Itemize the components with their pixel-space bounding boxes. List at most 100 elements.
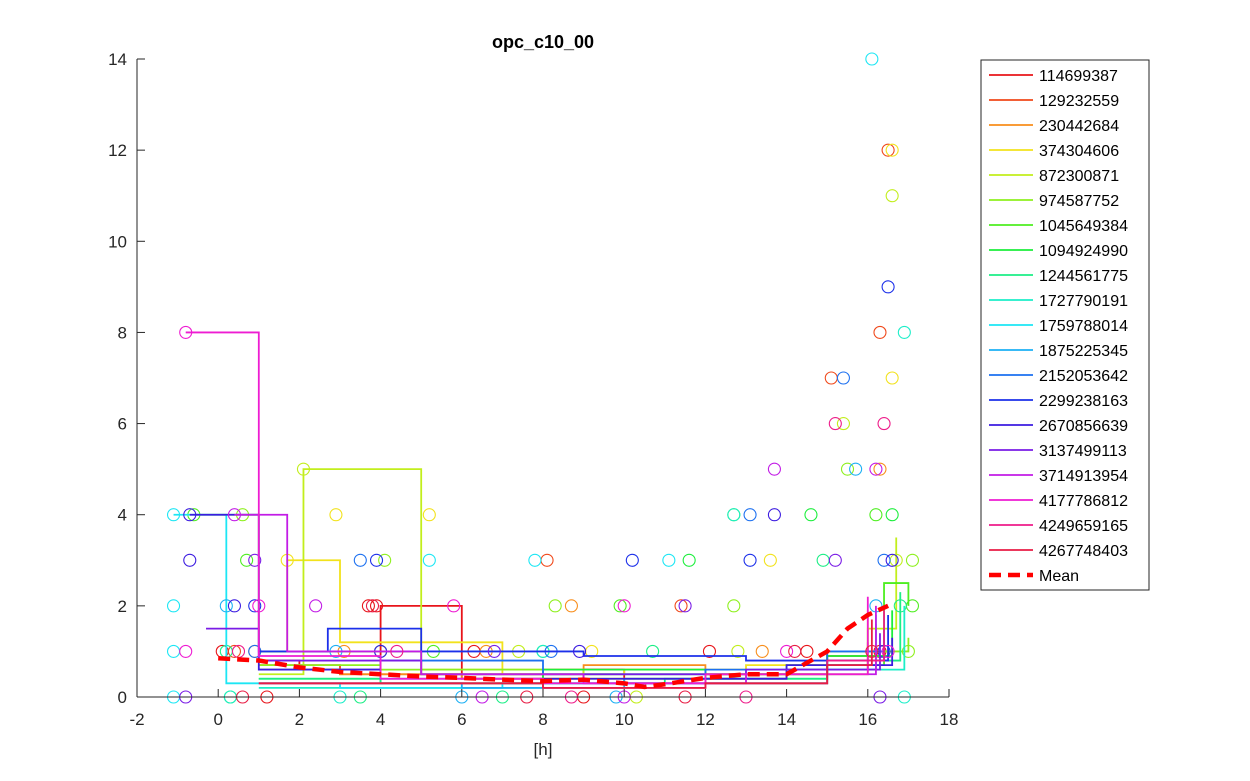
- series-374304606: [258, 143, 899, 676]
- y-tick-label: 14: [108, 50, 127, 69]
- data-point: [179, 325, 193, 339]
- data-point: [227, 508, 241, 522]
- data-point: [836, 371, 850, 385]
- series-line: [258, 610, 885, 689]
- data-point: [901, 644, 915, 658]
- legend-label: 230442684: [1039, 118, 1119, 135]
- data-point: [369, 553, 384, 567]
- y-tick-label: 0: [118, 688, 127, 707]
- legend-label: 2299238163: [1039, 393, 1128, 410]
- data-point: [828, 417, 842, 431]
- x-tick-label: 16: [858, 710, 877, 729]
- series-129232559: [227, 143, 895, 680]
- series-line: [258, 619, 873, 689]
- data-point: [767, 508, 781, 522]
- data-point: [804, 508, 818, 522]
- legend-label: 1244561775: [1039, 268, 1128, 285]
- data-point: [877, 417, 891, 431]
- legend-label: 1875225345: [1039, 343, 1128, 360]
- legend-entry: 1094924990: [989, 243, 1128, 260]
- x-axis-label: [h]: [534, 740, 553, 759]
- series-line: [258, 605, 906, 689]
- data-point: [528, 553, 542, 567]
- legend-entry: 4249659165: [989, 518, 1128, 535]
- data-point: [763, 553, 777, 567]
- data-point: [183, 508, 197, 522]
- data-point: [248, 553, 262, 567]
- series-layer: [166, 52, 920, 704]
- data-point: [365, 599, 380, 613]
- data-point: [767, 462, 781, 476]
- legend-label: 1045649384: [1039, 218, 1128, 235]
- chart-title: opc_c10_00: [492, 32, 594, 52]
- series-line: [258, 559, 869, 676]
- data-point: [873, 462, 887, 476]
- data-point: [248, 599, 262, 613]
- data-point: [881, 644, 895, 658]
- data-point: [727, 599, 741, 613]
- legend-entry: 872300871: [989, 168, 1119, 185]
- data-point: [727, 508, 741, 522]
- data-point: [869, 508, 883, 522]
- y-tick-label: 2: [118, 597, 127, 616]
- data-point: [885, 553, 899, 567]
- legend-entry: 1875225345: [989, 343, 1128, 360]
- data-point: [487, 644, 501, 658]
- data-point: [240, 553, 254, 567]
- data-point: [881, 143, 895, 157]
- data-point: [877, 553, 891, 567]
- data-point: [702, 644, 717, 658]
- x-tick-label: 4: [376, 710, 385, 729]
- legend-entry: 3714913954: [989, 468, 1128, 485]
- data-point: [885, 371, 899, 385]
- data-point: [893, 599, 907, 613]
- y-tick-label: 10: [108, 232, 127, 251]
- legend-label: 1727790191: [1039, 293, 1128, 310]
- data-point: [873, 325, 887, 339]
- series-line: [189, 513, 894, 680]
- data-point: [897, 325, 911, 339]
- data-point: [353, 553, 367, 567]
- legend-entry: 1045649384: [989, 218, 1128, 235]
- data-point: [824, 371, 838, 385]
- data-point: [369, 599, 384, 613]
- legend-label: 374304606: [1039, 143, 1119, 160]
- y-tick-label: 6: [118, 415, 127, 434]
- data-point: [564, 599, 578, 613]
- legend-label: 974587752: [1039, 193, 1119, 210]
- legend-label: 2152053642: [1039, 368, 1128, 385]
- data-point: [390, 644, 404, 658]
- series-1045649384: [187, 508, 920, 676]
- data-point: [227, 599, 241, 613]
- data-point: [447, 599, 461, 613]
- legend-label: Mean: [1039, 568, 1079, 585]
- data-point: [674, 599, 688, 613]
- data-point: [828, 553, 842, 567]
- data-point: [905, 553, 920, 567]
- legend-label: 129232559: [1039, 93, 1119, 110]
- legend-entry: 974587752: [989, 193, 1119, 210]
- data-point: [422, 508, 436, 522]
- data-point: [678, 599, 692, 613]
- mean-line: [218, 603, 890, 690]
- y-tick-label: 8: [118, 323, 127, 342]
- data-point: [166, 599, 181, 613]
- legend-entry: Mean: [989, 568, 1079, 585]
- data-point: [617, 599, 631, 613]
- data-point: [682, 553, 696, 567]
- legend-label: 3137499113: [1039, 443, 1127, 460]
- legend-label: 4177786812: [1039, 493, 1128, 510]
- x-tick-label: 6: [457, 710, 466, 729]
- legend-entry: 1244561775: [989, 268, 1128, 285]
- data-point: [296, 462, 311, 476]
- series-2670856639: [183, 508, 899, 680]
- data-point: [816, 553, 830, 567]
- data-point: [329, 508, 343, 522]
- data-point: [885, 189, 899, 203]
- data-point: [865, 52, 879, 66]
- legend: 114699387 129232559 230442684 374304606 8723…: [980, 59, 1150, 591]
- legend-entry: 4267748403: [989, 543, 1128, 560]
- data-point: [662, 553, 676, 567]
- data-point: [540, 553, 554, 567]
